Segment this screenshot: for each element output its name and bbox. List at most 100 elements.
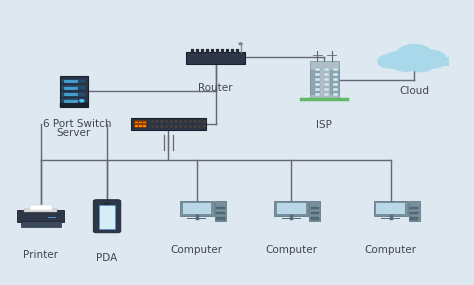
- Bar: [315, 73, 319, 76]
- Text: Cloud: Cloud: [399, 86, 429, 96]
- Bar: [410, 207, 418, 209]
- Bar: [187, 218, 206, 219]
- Bar: [30, 205, 52, 210]
- Text: Printer: Printer: [23, 250, 58, 260]
- Bar: [410, 212, 418, 215]
- Bar: [24, 209, 57, 212]
- Bar: [311, 212, 319, 215]
- FancyBboxPatch shape: [21, 221, 61, 227]
- Text: Computer: Computer: [365, 245, 417, 255]
- Bar: [139, 122, 142, 123]
- FancyBboxPatch shape: [310, 61, 338, 99]
- FancyBboxPatch shape: [62, 98, 86, 103]
- Bar: [226, 48, 229, 52]
- FancyBboxPatch shape: [330, 70, 338, 94]
- Bar: [201, 48, 204, 52]
- Bar: [165, 125, 168, 128]
- Circle shape: [417, 50, 447, 68]
- Bar: [48, 217, 56, 218]
- Bar: [193, 125, 197, 128]
- Bar: [136, 122, 138, 123]
- FancyBboxPatch shape: [131, 118, 206, 131]
- Bar: [324, 68, 328, 71]
- FancyBboxPatch shape: [186, 52, 245, 64]
- Bar: [333, 83, 338, 86]
- Bar: [324, 73, 328, 76]
- Bar: [376, 203, 405, 214]
- Circle shape: [383, 52, 411, 69]
- FancyBboxPatch shape: [60, 103, 88, 107]
- FancyBboxPatch shape: [62, 78, 86, 84]
- Bar: [381, 218, 400, 219]
- Bar: [410, 217, 418, 220]
- Bar: [198, 120, 201, 123]
- Bar: [170, 125, 173, 128]
- Bar: [211, 48, 214, 52]
- FancyBboxPatch shape: [374, 201, 408, 215]
- Bar: [236, 48, 239, 52]
- Bar: [193, 120, 197, 123]
- Bar: [203, 120, 206, 123]
- Circle shape: [393, 56, 419, 71]
- FancyBboxPatch shape: [301, 98, 348, 101]
- Bar: [206, 48, 209, 52]
- FancyBboxPatch shape: [310, 201, 320, 221]
- Bar: [216, 48, 219, 52]
- Bar: [144, 122, 146, 123]
- Bar: [182, 203, 211, 214]
- Bar: [191, 48, 194, 52]
- Bar: [155, 120, 159, 123]
- Bar: [333, 73, 338, 76]
- Bar: [189, 120, 192, 123]
- Text: Computer: Computer: [265, 245, 318, 255]
- Bar: [165, 120, 168, 123]
- Text: Router: Router: [199, 83, 233, 93]
- Bar: [221, 48, 224, 52]
- FancyBboxPatch shape: [17, 210, 64, 222]
- Bar: [151, 120, 154, 123]
- Bar: [174, 125, 178, 128]
- Text: ISP: ISP: [317, 120, 332, 130]
- Bar: [315, 83, 319, 86]
- Bar: [189, 125, 192, 128]
- Bar: [160, 120, 164, 123]
- Bar: [170, 120, 173, 123]
- FancyBboxPatch shape: [93, 200, 121, 233]
- Bar: [231, 48, 234, 52]
- Text: Computer: Computer: [171, 245, 223, 255]
- Bar: [104, 203, 110, 204]
- Circle shape: [80, 100, 83, 102]
- Text: 6 Port Switch: 6 Port Switch: [43, 119, 112, 129]
- Circle shape: [378, 55, 399, 68]
- Bar: [315, 78, 319, 81]
- Bar: [99, 205, 115, 229]
- Bar: [333, 93, 338, 96]
- Bar: [216, 212, 225, 215]
- Bar: [315, 68, 319, 71]
- Bar: [160, 125, 164, 128]
- Bar: [144, 125, 146, 127]
- Bar: [203, 125, 206, 128]
- Bar: [324, 93, 328, 96]
- FancyBboxPatch shape: [60, 76, 88, 107]
- Bar: [139, 125, 142, 127]
- Bar: [277, 203, 306, 214]
- Bar: [174, 120, 178, 123]
- FancyBboxPatch shape: [62, 85, 86, 90]
- Text: PDA: PDA: [96, 253, 118, 263]
- FancyBboxPatch shape: [62, 91, 86, 97]
- Bar: [311, 217, 319, 220]
- Bar: [179, 125, 182, 128]
- Bar: [196, 48, 199, 52]
- Bar: [333, 68, 338, 71]
- Bar: [311, 207, 319, 209]
- Bar: [155, 125, 159, 128]
- Bar: [315, 93, 319, 96]
- Bar: [333, 78, 338, 81]
- Bar: [315, 88, 319, 91]
- Bar: [151, 125, 154, 128]
- Bar: [324, 78, 328, 81]
- Bar: [184, 125, 187, 128]
- FancyBboxPatch shape: [409, 201, 419, 221]
- Text: Server: Server: [57, 128, 91, 138]
